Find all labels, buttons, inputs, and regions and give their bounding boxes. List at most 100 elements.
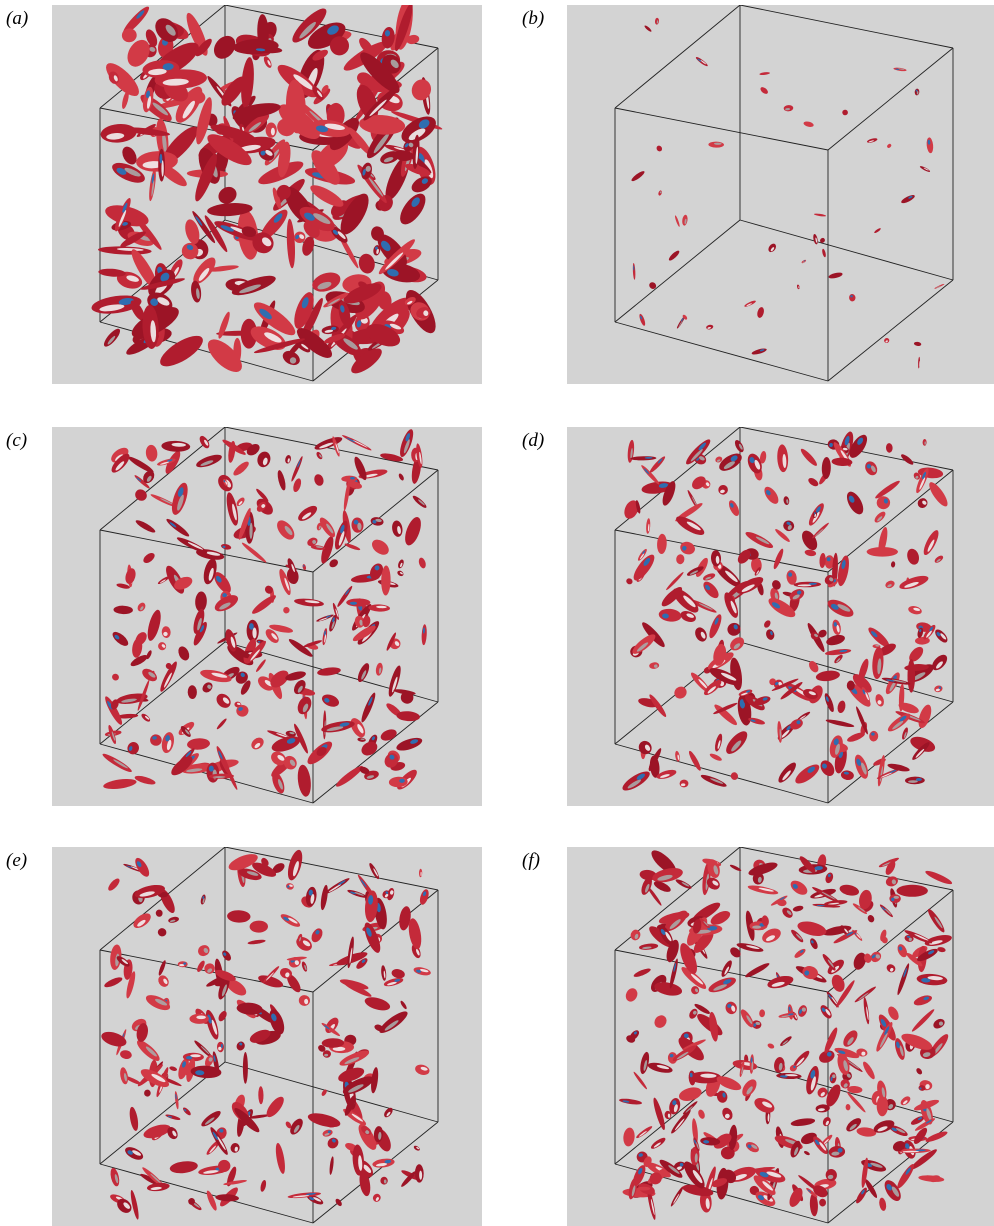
blob-body [674, 686, 687, 699]
blob-highlight [871, 465, 876, 473]
blob-highlight [420, 871, 422, 877]
vortex-blob [222, 950, 231, 961]
blob-highlight [700, 1073, 717, 1078]
vortex-blob [866, 547, 898, 557]
vortex-blob [682, 1039, 706, 1050]
blob-body [160, 335, 203, 367]
vortex-blob [675, 750, 680, 762]
blob-highlight [419, 451, 422, 465]
blob-highlight [123, 1073, 127, 1082]
blob-body [222, 950, 231, 961]
vortex-blob [400, 429, 414, 457]
vortex-blob [364, 997, 391, 1011]
blob-body [310, 185, 344, 207]
blob-blue [114, 634, 120, 640]
blob-body [644, 25, 652, 32]
blob-highlight [866, 1006, 869, 1021]
vortex-blob [819, 1050, 835, 1063]
vortex-blob [394, 150, 413, 162]
vortex-blob [265, 122, 277, 138]
blob-highlight [782, 1040, 789, 1045]
blob-highlight [771, 981, 785, 987]
vortex-blob [384, 1107, 393, 1118]
blob-body [329, 559, 338, 568]
blob-highlight [844, 928, 849, 934]
blob-body [252, 595, 276, 614]
blob-highlight [645, 883, 650, 893]
blob-body [178, 1058, 189, 1080]
blob-body [890, 561, 896, 568]
vortex-blob [714, 704, 738, 726]
vortex-blob [271, 751, 286, 766]
blob-blue [733, 624, 738, 630]
vortex-blob [401, 116, 436, 143]
blob-body [714, 704, 738, 726]
blob-highlight [304, 964, 307, 971]
blob-highlight [865, 692, 869, 701]
blob-highlight [107, 335, 116, 345]
blob-highlight [725, 570, 738, 583]
blob-highlight [204, 1117, 215, 1125]
blob-highlight [638, 1130, 647, 1137]
vortex-blob [897, 1164, 915, 1189]
blob-body [396, 711, 420, 722]
blob-body [227, 910, 251, 923]
vortex-blob [122, 146, 137, 165]
vortex-blob [744, 300, 756, 307]
vortex-blob [356, 958, 368, 969]
cube-edge [99, 1163, 314, 1224]
blob-body [358, 281, 369, 290]
vortex-blob [776, 1072, 802, 1080]
vortex-blob [188, 1198, 195, 1205]
blob-body [906, 952, 923, 967]
blob-blue [305, 1192, 316, 1196]
vortex-blob [216, 746, 231, 776]
blob-body [879, 1197, 887, 1211]
blob-blue [385, 891, 389, 894]
vortex-blob [716, 1090, 728, 1103]
blob-highlight [161, 644, 166, 648]
blob-highlight [935, 688, 940, 692]
blob-blue [183, 962, 187, 965]
vortex-blob [174, 1091, 179, 1110]
blob-body [693, 931, 714, 953]
blob-body [169, 1066, 178, 1071]
vortex-blob [722, 1107, 733, 1121]
blob-highlight [820, 1092, 825, 1097]
vortex-blob [893, 67, 907, 72]
vortex-blob [263, 966, 280, 983]
vortex-blob [210, 124, 256, 142]
vortex-blob [626, 1035, 636, 1043]
vortex-blob [918, 1085, 926, 1091]
vortex-blob [277, 470, 286, 491]
blob-highlight [384, 893, 389, 898]
vortex-blob [387, 887, 395, 901]
vortex-blob [668, 250, 680, 261]
blob-body [155, 909, 163, 917]
blob-highlight [903, 731, 907, 738]
blob-body [799, 856, 816, 873]
vortex-blob [937, 947, 946, 953]
blob-highlight [357, 723, 364, 734]
cube-edge [99, 641, 226, 745]
vortex-blob [793, 1050, 810, 1069]
blob-highlight [416, 1146, 420, 1150]
vortex-blob [150, 494, 178, 508]
blob-blue [915, 1149, 926, 1152]
blob-body [713, 1133, 732, 1149]
vortex-blob [335, 765, 363, 787]
blob-highlight [150, 1186, 162, 1190]
blob-highlight [908, 780, 918, 783]
blob-blue [219, 1128, 224, 1133]
vortex-blob [904, 664, 929, 671]
blob-body [847, 1091, 866, 1113]
vortex-blob [133, 913, 151, 928]
blob-blue [160, 272, 170, 282]
blob-highlight [148, 68, 167, 76]
blob-highlight [203, 1170, 219, 1174]
vortex-blob [822, 1117, 831, 1127]
vortex-blob [416, 443, 423, 468]
blob-body [812, 522, 829, 539]
blob-body [251, 45, 283, 54]
vortex-blob [168, 916, 179, 923]
